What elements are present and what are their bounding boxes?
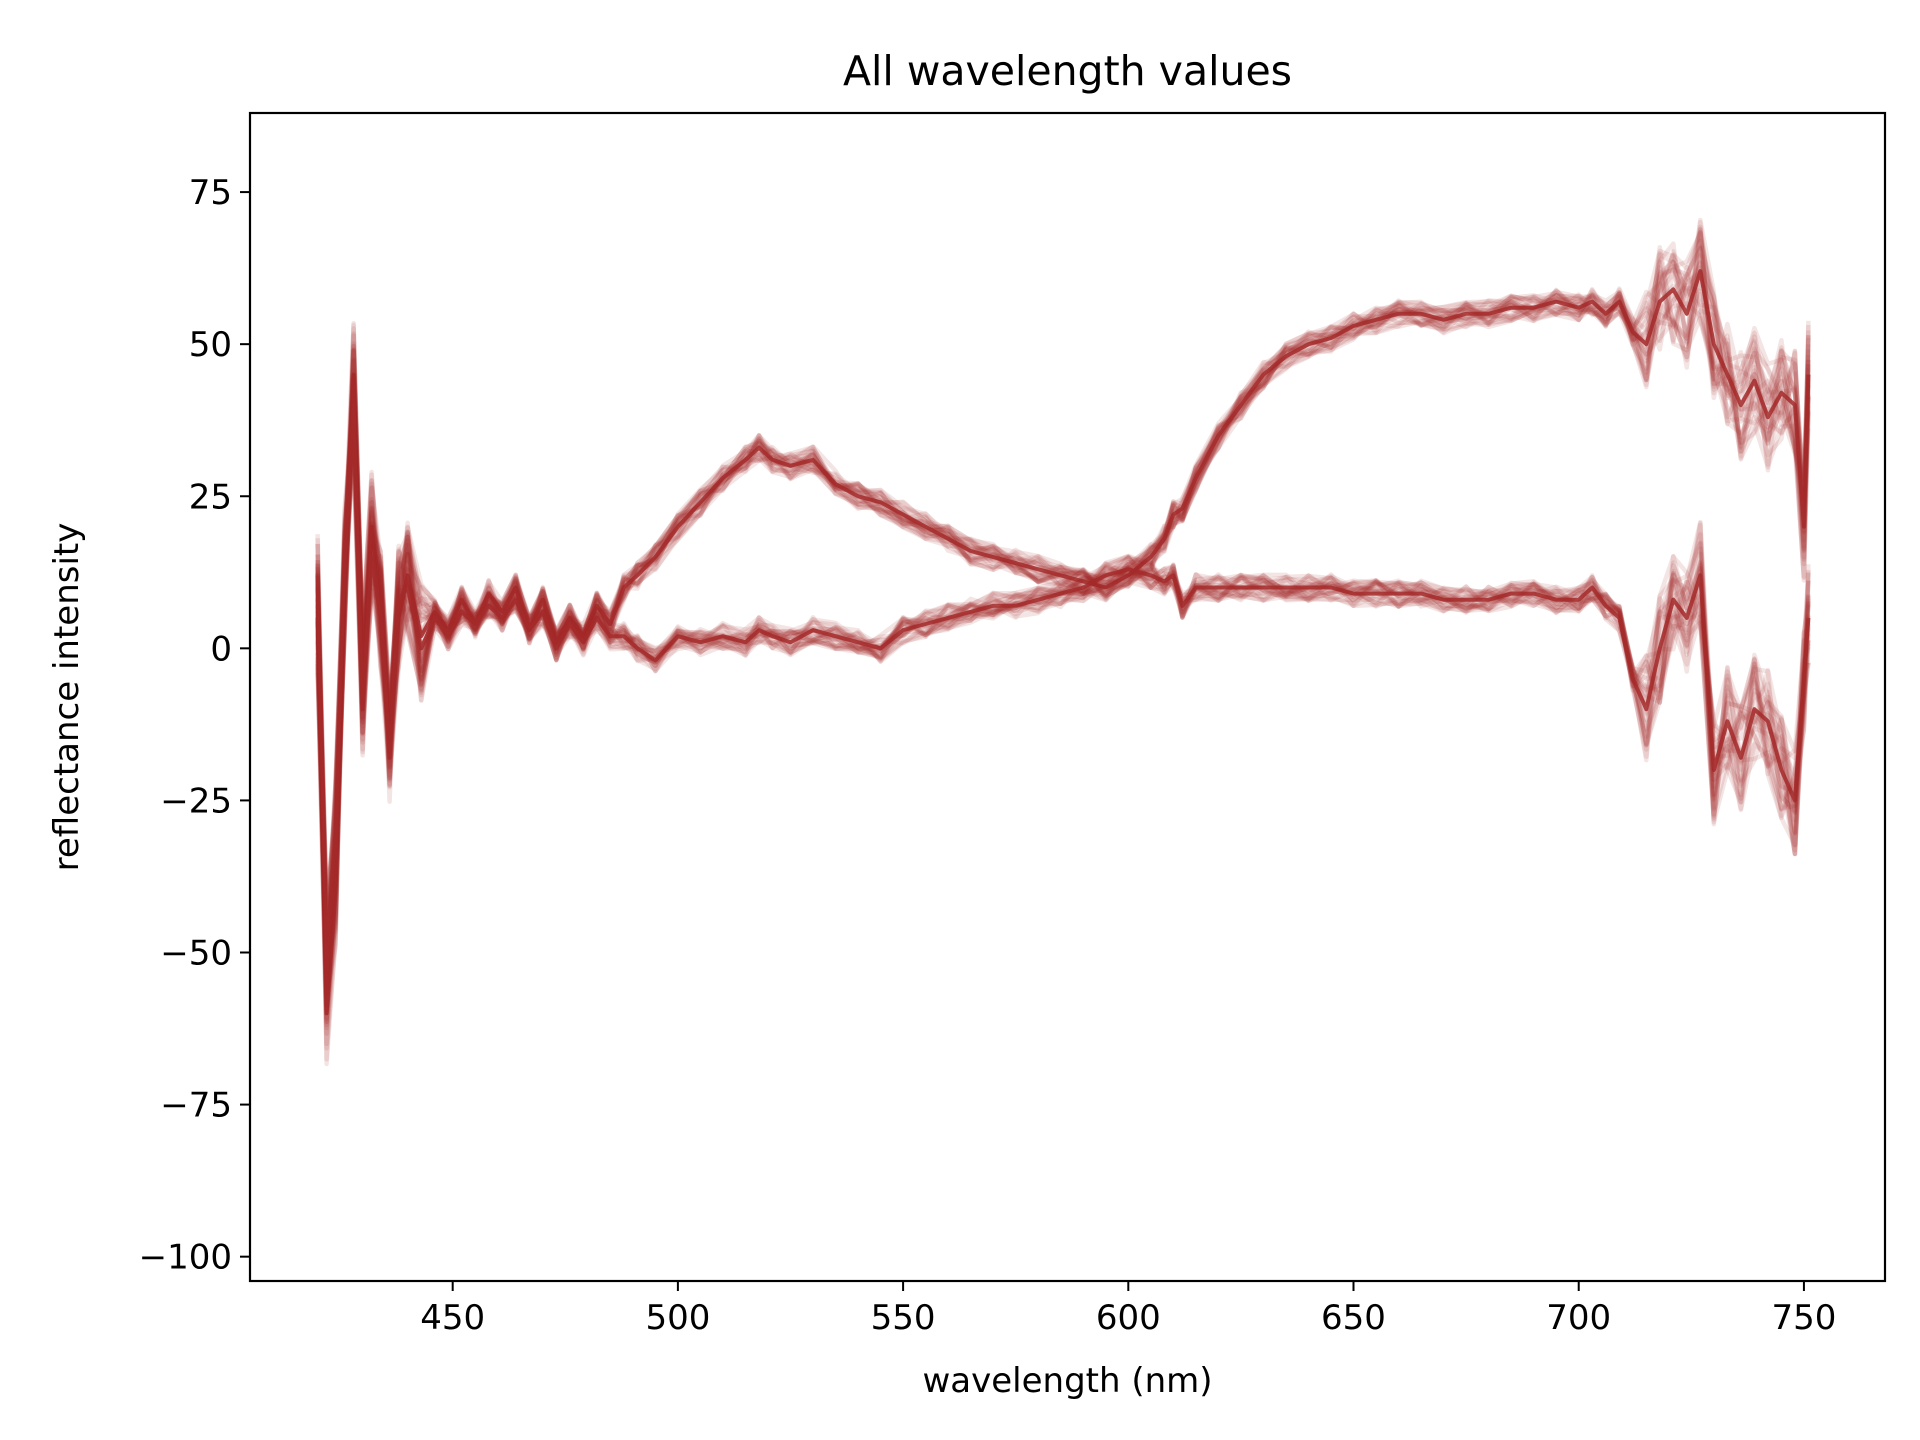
spectrum-line-1-14 xyxy=(315,245,1811,1025)
x-tick-label: 650 xyxy=(1321,1298,1386,1338)
spectrum-line-2-29 xyxy=(315,431,1811,967)
spectrum-line-2-15 xyxy=(315,393,1811,913)
spectrum-line-2-3 xyxy=(315,438,1811,1008)
x-axis-title: wavelength (nm) xyxy=(922,1361,1212,1401)
spectrum-line-2-11 xyxy=(315,417,1811,933)
spectrum-line-1-4 xyxy=(315,224,1811,978)
spectrum-line-1-18 xyxy=(315,245,1811,980)
spectrum-line-1-24 xyxy=(315,283,1811,982)
y-tick-label: 0 xyxy=(210,629,232,669)
spectrum-line-2-8 xyxy=(315,407,1811,912)
plot-frame xyxy=(248,111,1887,1283)
x-tick-label: 450 xyxy=(420,1298,485,1338)
x-tick-label: 750 xyxy=(1771,1298,1836,1338)
series-lines xyxy=(315,217,1811,1067)
spectrum-line-2-12 xyxy=(315,404,1811,986)
spectrum-line-1-16 xyxy=(315,252,1811,984)
spectrum-line-2-19 xyxy=(315,423,1811,949)
y-tick-label: −50 xyxy=(160,934,232,974)
y-tick-label: 25 xyxy=(189,477,232,517)
x-tick-label: 600 xyxy=(1096,1298,1161,1338)
spectrum-line-1-23 xyxy=(315,219,1811,1028)
spectrum-line-1-22 xyxy=(315,269,1811,1031)
x-tick-label: 700 xyxy=(1546,1298,1611,1338)
y-tick-label: −100 xyxy=(139,1238,232,1278)
x-axis-ticks: 450 500 550 600 650 700 750 xyxy=(420,1281,1836,1338)
spectrum-line-2-26 xyxy=(315,391,1811,911)
y-axis-ticks: 75 50 25 0 −25 −50 −75 −100 xyxy=(139,173,250,1278)
y-tick-label: −75 xyxy=(160,1086,232,1126)
spectrum-line-2-17 xyxy=(315,386,1811,916)
spectrum-line-1-26 xyxy=(315,238,1811,1047)
spectrum-line-2-13 xyxy=(315,367,1811,904)
spectrum-line-2-21 xyxy=(315,429,1811,915)
spectrum-line-1-15 xyxy=(315,217,1811,966)
spectrum-line-2-30 xyxy=(315,429,1811,995)
x-tick-label: 500 xyxy=(645,1298,710,1338)
y-tick-label: 75 xyxy=(189,173,232,213)
spectrum-line-2-2 xyxy=(315,430,1811,956)
y-tick-label: −25 xyxy=(160,781,232,821)
y-tick-label: 50 xyxy=(189,325,232,365)
spectrum-line-2-core xyxy=(315,403,1811,955)
spectrum-line-2-14 xyxy=(315,450,1811,973)
spectrum-line-2-16 xyxy=(315,429,1811,949)
y-axis-title: reflectance intensity xyxy=(47,523,87,872)
x-tick-label: 550 xyxy=(871,1298,936,1338)
spectrum-line-2-9 xyxy=(315,359,1811,1007)
spectrum-line-1-29 xyxy=(315,255,1811,1014)
spectrum-line-1-12 xyxy=(315,251,1811,974)
spectrum-line-2-22 xyxy=(315,450,1811,907)
spectrum-line-1-9 xyxy=(315,260,1811,964)
spectrum-line-2-20 xyxy=(315,456,1811,954)
chart-title: All wavelength values xyxy=(843,47,1292,95)
